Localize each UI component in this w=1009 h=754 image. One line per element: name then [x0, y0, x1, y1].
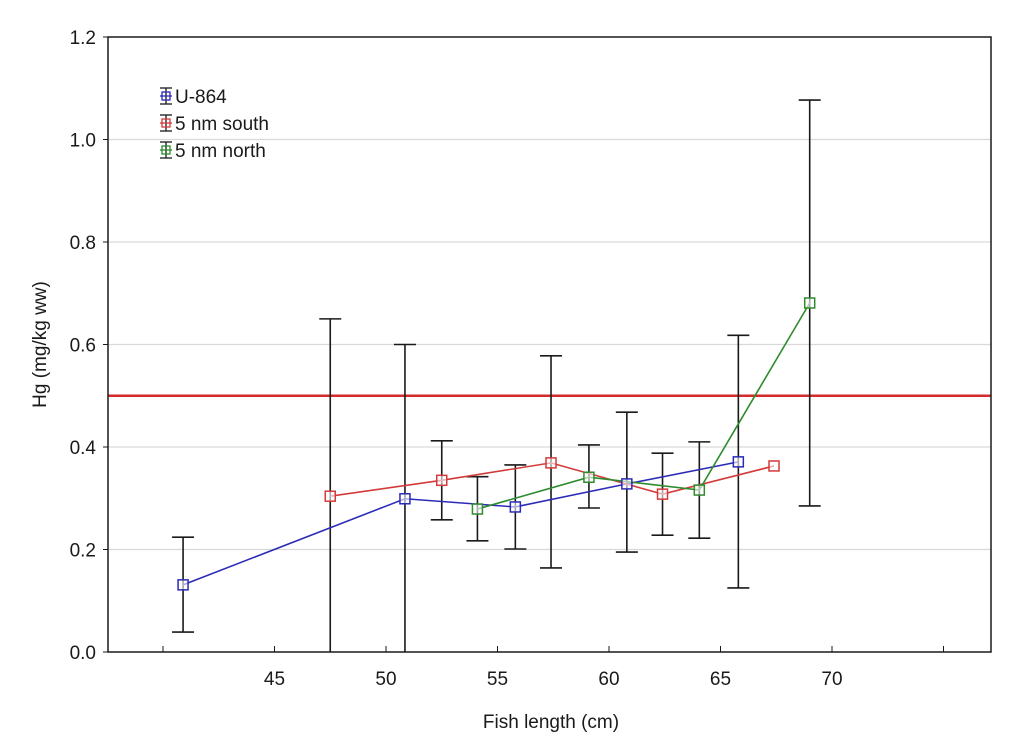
x-tick-label: 45	[264, 669, 285, 690]
marker-u-864	[399, 493, 411, 505]
x-tick-label: 50	[375, 669, 396, 690]
error-bars	[172, 99, 821, 652]
x-axis-title: Fish length (cm)	[483, 712, 619, 733]
marker-5-nm-north	[471, 503, 484, 515]
y-tick-label: 0.2	[70, 541, 96, 562]
y-axis-title: Hg (mg/kg ww)	[30, 281, 51, 408]
marker-5-nm-south	[768, 460, 780, 472]
legend-square-marker	[161, 91, 171, 101]
y-tick-label: 0.4	[70, 438, 97, 459]
series-line-u-864	[182, 461, 739, 586]
legend-item-u-864: U-864	[160, 87, 227, 108]
marker-5-nm-south	[656, 488, 669, 500]
marker-u-864	[509, 501, 522, 513]
legend-label: U-864	[175, 87, 227, 108]
legend: U-864 5 nm south 5 nm north	[160, 87, 269, 162]
legend-marker-icon	[160, 87, 172, 105]
x-tick-label: 55	[487, 669, 508, 690]
marker-u-864	[621, 478, 633, 490]
legend-square-marker	[161, 118, 171, 128]
x-axis: 45 50 55 60 65 70	[162, 646, 944, 690]
marker-5-nm-north	[693, 484, 706, 496]
grid-lines	[108, 138, 991, 551]
y-tick-label: 1.2	[70, 28, 96, 49]
y-tick-label: 0.6	[70, 336, 96, 357]
x-tick-label: 60	[598, 669, 619, 690]
series-line-5-nm-north	[477, 302, 811, 510]
legend-marker-icon	[160, 114, 172, 132]
legend-label: 5 nm north	[175, 141, 266, 162]
marker-u-864	[177, 579, 189, 591]
y-tick-label: 0.8	[70, 233, 96, 254]
series-markers	[177, 297, 816, 591]
y-tick-label: 0.0	[70, 643, 96, 664]
legend-label: 5 nm south	[175, 114, 269, 135]
legend-square-marker	[161, 145, 171, 155]
x-tick-label: 70	[821, 669, 842, 690]
marker-u-864	[732, 456, 745, 468]
legend-item-5-nm-north: 5 nm north	[160, 141, 266, 162]
marker-5-nm-north	[583, 471, 595, 483]
marker-5-nm-south	[436, 474, 448, 487]
series-lines	[182, 302, 811, 586]
marker-5-nm-north	[803, 297, 816, 309]
legend-item-5-nm-south: 5 nm south	[160, 114, 269, 135]
marker-5-nm-south	[324, 490, 336, 502]
y-axis: 0.0 0.2 0.4 0.6 0.8 1.0 1.2	[70, 28, 108, 664]
x-tick-label: 65	[710, 669, 731, 690]
y-tick-label: 1.0	[70, 131, 96, 152]
legend-marker-icon	[160, 141, 172, 159]
error-bar-5-nm-south	[319, 318, 342, 652]
marker-5-nm-south	[545, 457, 557, 469]
